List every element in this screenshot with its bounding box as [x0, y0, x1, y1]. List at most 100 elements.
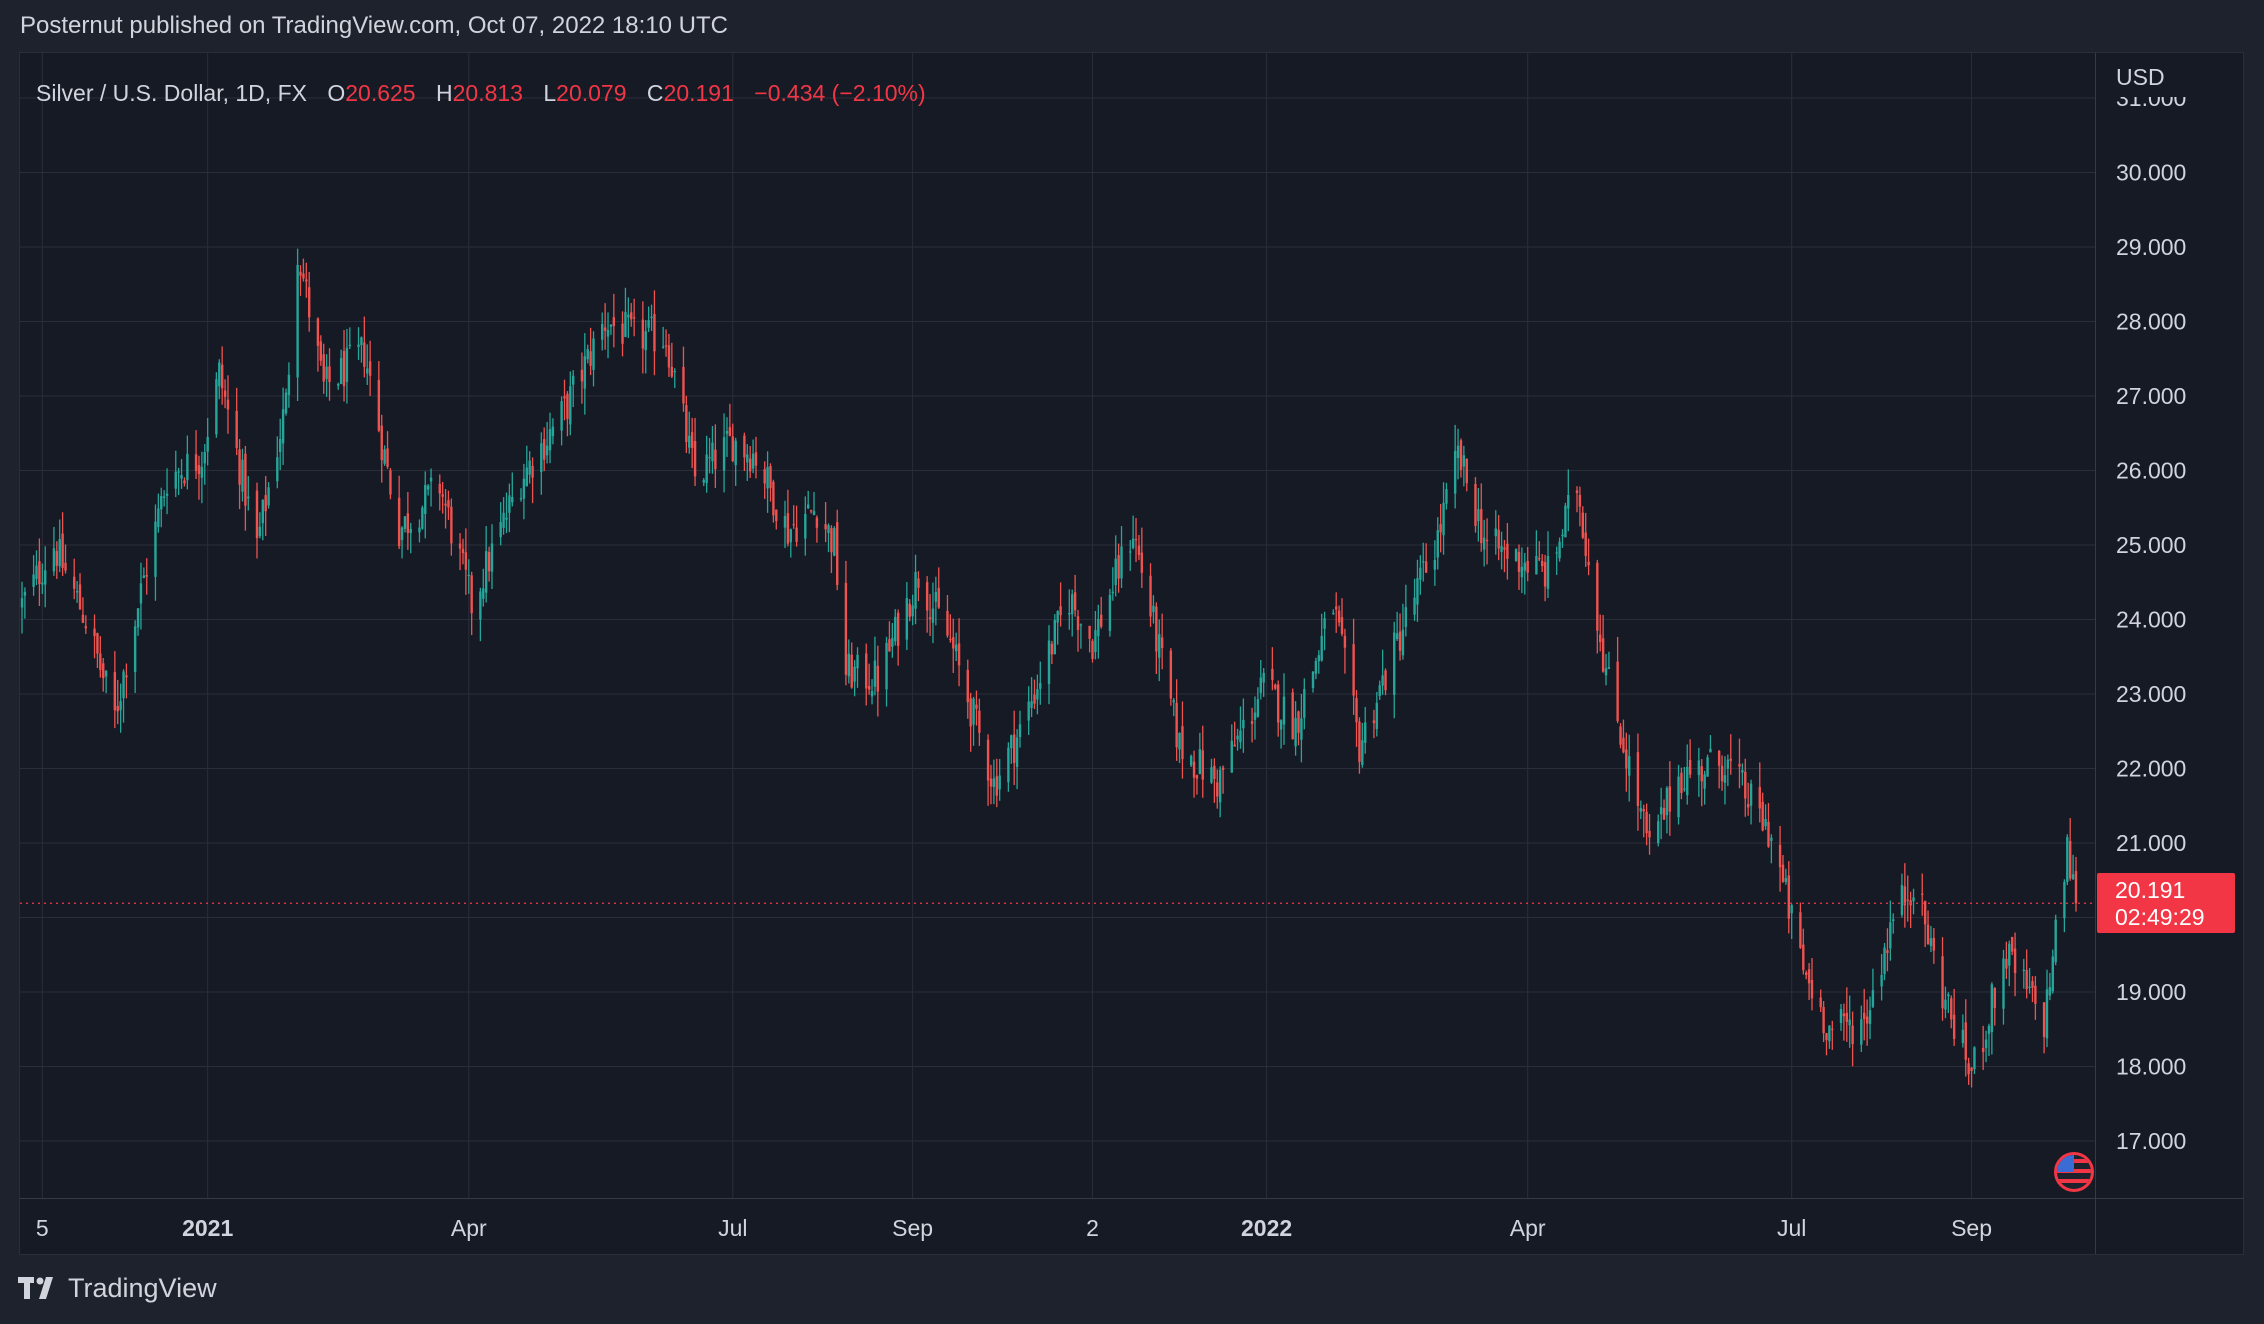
- candle-body: [1578, 494, 1582, 507]
- price-tick-label: 17.000: [2116, 1128, 2186, 1154]
- candle-body: [1900, 885, 1904, 915]
- candle: [426, 484, 430, 496]
- candle: [1764, 804, 1767, 830]
- candle-body: [1192, 761, 1196, 778]
- candle: [1071, 589, 1074, 637]
- candle: [1242, 698, 1245, 753]
- candle-body: [1717, 750, 1721, 766]
- candle: [1787, 861, 1790, 934]
- candle: [1097, 604, 1100, 659]
- candle: [688, 411, 691, 454]
- candle-body: [1007, 747, 1010, 783]
- candle-body: [1619, 726, 1622, 745]
- candle-body: [255, 490, 259, 539]
- candle: [345, 328, 349, 404]
- candle-body: [978, 710, 981, 733]
- candle-body: [1361, 740, 1364, 765]
- candle: [220, 346, 224, 405]
- candle-body: [661, 346, 665, 348]
- candle: [1364, 706, 1367, 754]
- low-label: L: [543, 80, 557, 106]
- candle-body: [650, 316, 653, 319]
- candle-body: [583, 356, 587, 389]
- candle: [1152, 595, 1155, 624]
- candle: [1514, 548, 1518, 562]
- candle-body: [1416, 578, 1419, 605]
- candle-body: [1303, 689, 1306, 718]
- candle: [429, 468, 433, 507]
- candle: [2008, 940, 2011, 987]
- candle-body: [543, 439, 546, 460]
- candle-body: [1738, 763, 1741, 767]
- candle: [296, 248, 299, 402]
- candle-body: [215, 379, 218, 435]
- candle-body: [1567, 494, 1570, 509]
- candle: [177, 467, 180, 496]
- candle: [601, 312, 604, 351]
- candle: [104, 670, 108, 694]
- candle-body: [728, 427, 732, 437]
- candle: [276, 436, 279, 489]
- candle: [748, 446, 752, 479]
- candle-body: [1172, 700, 1175, 703]
- candle: [1274, 683, 1277, 691]
- candle: [1462, 445, 1466, 487]
- candle: [1770, 834, 1773, 864]
- candle-body: [165, 493, 169, 496]
- candle-body: [264, 495, 267, 512]
- candle-body: [1886, 950, 1889, 953]
- candle-body: [746, 454, 749, 463]
- candle-body: [1256, 699, 1260, 717]
- candle: [1500, 531, 1503, 570]
- candle-body: [1662, 808, 1666, 820]
- candle: [444, 488, 447, 529]
- candle: [1900, 873, 1904, 918]
- candle-body: [406, 513, 410, 533]
- candle: [560, 396, 563, 446]
- candle-body: [1239, 730, 1242, 743]
- price-tick-label: 30.000: [2116, 160, 2186, 186]
- candle-body: [261, 499, 264, 524]
- candle: [1657, 814, 1660, 847]
- candle-body: [461, 548, 465, 554]
- candle: [61, 512, 64, 576]
- candle-body: [1863, 1012, 1866, 1020]
- candle: [1300, 693, 1303, 763]
- footer-brand[interactable]: TradingView: [18, 1268, 217, 1308]
- candle-body: [348, 344, 352, 347]
- candle-body: [1868, 1010, 1872, 1024]
- candle-body: [1198, 749, 1202, 775]
- candle-body: [1950, 998, 1953, 1020]
- candle-body: [888, 639, 891, 652]
- candle-body: [511, 496, 514, 503]
- candle-body: [267, 487, 270, 506]
- candle-body: [2054, 919, 2057, 963]
- chart-frame[interactable]: [19, 52, 2244, 1255]
- axes: 31.000 30.000 29.000 28.000 27.000 26.000 25.0…: [20, 53, 2244, 1254]
- candle-body: [1564, 505, 1567, 538]
- candle: [1950, 995, 1953, 1029]
- candle: [464, 528, 468, 595]
- candle: [876, 645, 880, 717]
- candle-body: [508, 495, 511, 513]
- candle: [1662, 799, 1666, 820]
- candle: [641, 301, 645, 374]
- candle: [1311, 671, 1315, 693]
- candle-body: [783, 515, 787, 528]
- candle: [525, 445, 528, 487]
- candle-body: [244, 453, 247, 506]
- candle-body: [1645, 811, 1648, 834]
- candle-body: [1279, 720, 1283, 730]
- candle: [1474, 477, 1477, 533]
- us-flag-icon[interactable]: [2054, 1152, 2094, 1192]
- candle-body: [1033, 694, 1036, 704]
- candle: [702, 478, 705, 487]
- candle: [247, 476, 250, 511]
- candle: [572, 370, 575, 408]
- candle-body: [1393, 632, 1396, 696]
- candle: [667, 333, 671, 377]
- candle: [267, 482, 270, 509]
- candle: [1967, 1057, 1970, 1085]
- candle-body: [23, 591, 27, 596]
